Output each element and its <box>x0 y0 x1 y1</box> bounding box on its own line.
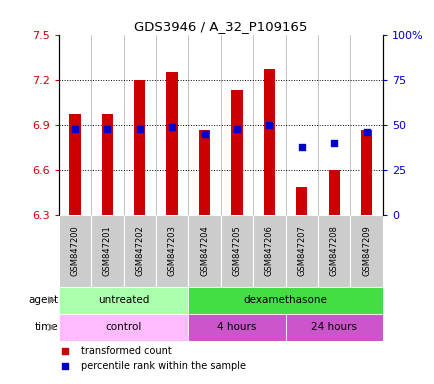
Bar <box>220 215 253 286</box>
Text: control: control <box>105 322 141 332</box>
Text: time: time <box>35 322 59 332</box>
Point <box>136 126 143 132</box>
Bar <box>91 215 123 286</box>
Bar <box>59 314 188 341</box>
Bar <box>231 90 242 215</box>
Bar <box>188 286 382 314</box>
Text: GSM847207: GSM847207 <box>296 225 306 276</box>
Bar <box>328 170 339 215</box>
Bar <box>296 187 307 215</box>
Text: GSM847209: GSM847209 <box>361 226 370 276</box>
Bar <box>263 69 274 215</box>
Text: GSM847206: GSM847206 <box>264 225 273 276</box>
Bar <box>198 129 210 215</box>
Point <box>298 144 305 150</box>
Point <box>362 129 369 135</box>
Text: GSM847204: GSM847204 <box>200 226 209 276</box>
Bar <box>360 129 372 215</box>
Point <box>104 126 111 132</box>
Text: untreated: untreated <box>98 295 149 305</box>
Text: GSM847201: GSM847201 <box>102 226 112 276</box>
Point <box>62 348 69 354</box>
Bar <box>285 215 317 286</box>
Point <box>71 126 78 132</box>
Point <box>233 126 240 132</box>
Text: 24 hours: 24 hours <box>310 322 356 332</box>
Text: dexamethasone: dexamethasone <box>243 295 327 305</box>
Text: GSM847208: GSM847208 <box>329 225 338 276</box>
Point <box>265 122 272 128</box>
Bar <box>156 215 188 286</box>
Bar <box>102 114 113 215</box>
Bar <box>59 215 91 286</box>
Bar <box>317 215 350 286</box>
Point <box>201 131 207 137</box>
Text: transformed count: transformed count <box>81 346 172 356</box>
Bar <box>69 114 80 215</box>
Text: 4 hours: 4 hours <box>217 322 256 332</box>
Point <box>330 140 337 146</box>
Point <box>168 124 175 130</box>
Bar <box>253 215 285 286</box>
Text: agent: agent <box>29 295 59 305</box>
Text: GSM847205: GSM847205 <box>232 226 241 276</box>
Text: GSM847202: GSM847202 <box>135 226 144 276</box>
Point <box>62 363 69 369</box>
Text: percentile rank within the sample: percentile rank within the sample <box>81 361 246 371</box>
Bar <box>350 215 382 286</box>
Title: GDS3946 / A_32_P109165: GDS3946 / A_32_P109165 <box>134 20 307 33</box>
Bar <box>188 215 220 286</box>
Text: GSM847203: GSM847203 <box>167 225 176 276</box>
Text: GSM847200: GSM847200 <box>70 226 79 276</box>
Bar <box>123 215 155 286</box>
Bar <box>166 72 178 215</box>
Bar <box>59 286 188 314</box>
Bar <box>188 314 285 341</box>
Bar <box>285 314 382 341</box>
Bar <box>134 80 145 215</box>
